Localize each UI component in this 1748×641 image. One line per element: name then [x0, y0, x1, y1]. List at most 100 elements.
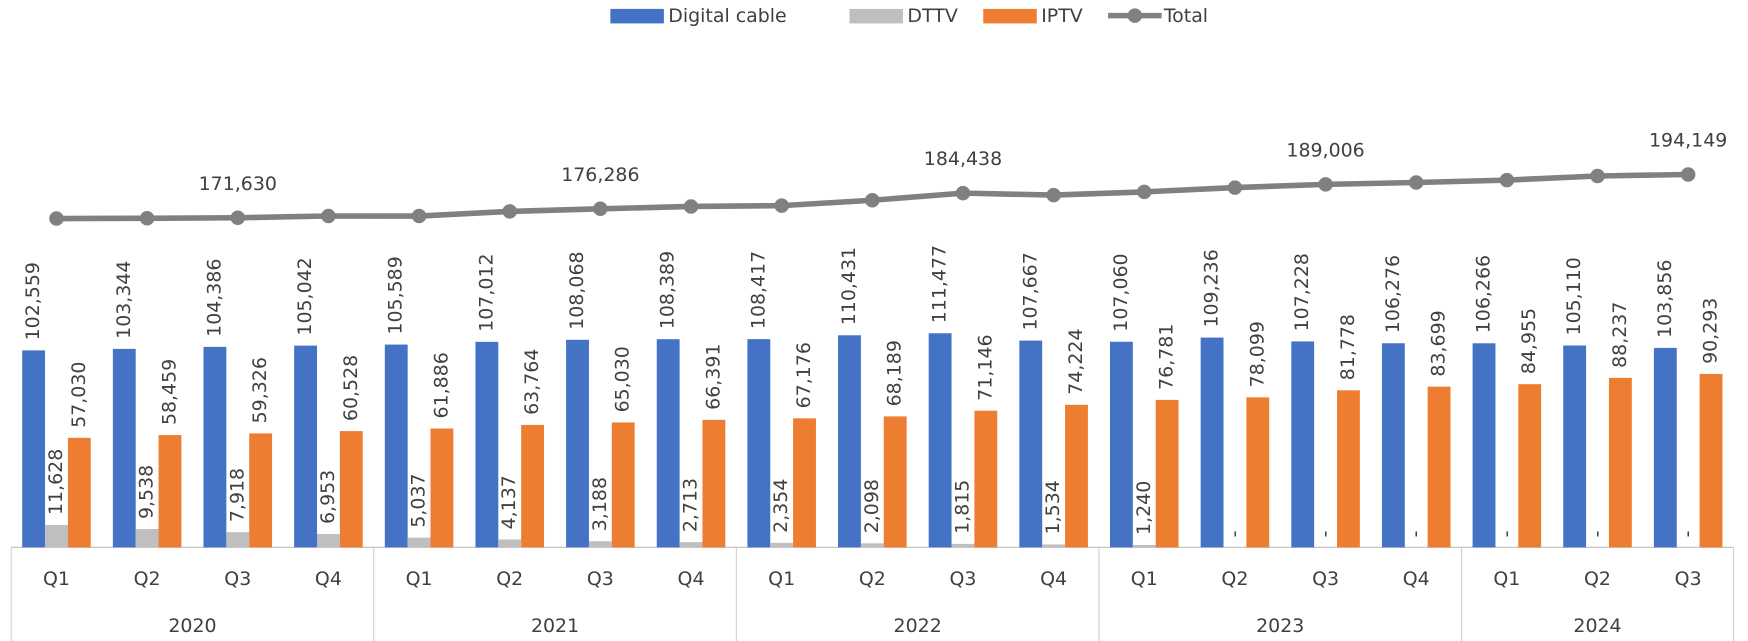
- x-tick-label: Q3: [1675, 568, 1702, 590]
- data-label: 1,815: [951, 480, 973, 534]
- bar: [747, 339, 771, 548]
- data-label: -: [1586, 530, 1608, 537]
- bar: [1427, 386, 1451, 548]
- bar: [1042, 544, 1066, 548]
- total-marker: [139, 211, 155, 226]
- bar: [1200, 337, 1224, 548]
- total-marker: [502, 204, 517, 219]
- bar: [1132, 544, 1156, 548]
- data-label: -: [1405, 530, 1427, 537]
- x-tick-label: Q2: [134, 568, 161, 590]
- data-label: 88,237: [1609, 302, 1631, 368]
- bar: [566, 339, 589, 548]
- data-label: 1,240: [1133, 481, 1155, 535]
- x-tick-label: Q2: [859, 568, 886, 590]
- total-marker: [1590, 168, 1605, 184]
- bar: [384, 344, 408, 548]
- bar: [928, 333, 952, 548]
- data-label: 103,856: [1654, 260, 1676, 338]
- bar: [1563, 345, 1587, 548]
- data-label: 108,068: [566, 251, 588, 329]
- data-label: 176,286: [561, 164, 639, 186]
- bar: [112, 348, 136, 548]
- x-tick-label: Q3: [1312, 568, 1339, 590]
- bar: [656, 339, 680, 548]
- bar: [860, 543, 884, 548]
- total-marker: [1137, 184, 1152, 200]
- legend-label: DTTV: [907, 5, 957, 27]
- bar: [702, 419, 726, 548]
- data-label: 105,110: [1563, 257, 1585, 335]
- bar: [1699, 373, 1723, 548]
- data-label: 68,189: [884, 340, 906, 406]
- bar: [770, 542, 794, 548]
- bar: [793, 418, 816, 548]
- data-label: 9,538: [136, 465, 158, 519]
- bar: [1109, 341, 1133, 548]
- data-label: 104,386: [203, 259, 225, 337]
- x-tick-label: Q2: [1584, 568, 1611, 590]
- total-marker: [1227, 180, 1243, 195]
- legend-label: IPTV: [1041, 5, 1083, 27]
- x-tick-label: Q3: [587, 568, 614, 590]
- bar: [317, 534, 340, 548]
- data-label: 106,266: [1473, 255, 1495, 333]
- bar: [407, 537, 431, 548]
- data-label: 6,953: [317, 470, 339, 524]
- bar: [521, 424, 545, 548]
- data-label: 2,354: [770, 479, 792, 533]
- data-label: -: [1495, 530, 1517, 537]
- data-label: 1,534: [1042, 480, 1064, 534]
- total-marker: [955, 185, 971, 201]
- total-marker: [1680, 167, 1696, 182]
- bar: [588, 541, 612, 548]
- legend-swatch: [610, 8, 664, 24]
- total-marker: [593, 201, 608, 217]
- data-label: 107,012: [475, 253, 497, 331]
- data-label: 7,918: [226, 468, 248, 522]
- data-label: 61,886: [430, 352, 452, 418]
- data-label: 71,146: [974, 334, 996, 400]
- data-label: 3,188: [589, 477, 611, 531]
- data-label: 184,438: [924, 148, 1002, 170]
- total-marker: [774, 198, 789, 213]
- bar: [1337, 390, 1360, 548]
- total-marker: [865, 193, 880, 208]
- bar: [1065, 404, 1088, 548]
- data-label: 103,344: [113, 261, 135, 339]
- data-label: 59,326: [249, 357, 271, 423]
- year-label: 2024: [1573, 615, 1621, 637]
- data-label: -: [1223, 530, 1245, 537]
- bar: [838, 335, 861, 548]
- legend-label: Total: [1163, 5, 1208, 27]
- bar: [249, 433, 273, 548]
- data-label: 63,764: [521, 349, 543, 415]
- total-marker: [683, 199, 699, 214]
- data-label: 78,099: [1246, 321, 1268, 387]
- bar: [883, 416, 907, 548]
- bar: [1291, 341, 1315, 548]
- data-label: 66,391: [702, 344, 724, 410]
- data-label: 111,477: [929, 245, 951, 323]
- data-label: 108,417: [747, 251, 769, 329]
- data-label: 107,228: [1291, 253, 1313, 331]
- data-label: 105,042: [294, 257, 316, 335]
- total-marker: [1499, 172, 1515, 188]
- bar: [1246, 397, 1270, 548]
- total-marker: [411, 208, 427, 224]
- total-marker: [1046, 187, 1061, 203]
- year-label: 2022: [894, 615, 942, 637]
- bar: [1653, 347, 1677, 548]
- data-label: 107,060: [1110, 253, 1132, 331]
- data-label: 84,955: [1518, 308, 1540, 374]
- x-tick-label: Q2: [496, 568, 523, 590]
- data-label: 109,236: [1201, 249, 1223, 327]
- bar: [1518, 384, 1542, 548]
- legend-swatch: [849, 8, 903, 24]
- data-label: 2,098: [861, 479, 883, 533]
- data-label: 83,699: [1428, 310, 1450, 376]
- x-tick-label: Q1: [768, 568, 795, 590]
- bar: [498, 539, 522, 548]
- data-label: 105,589: [385, 256, 407, 334]
